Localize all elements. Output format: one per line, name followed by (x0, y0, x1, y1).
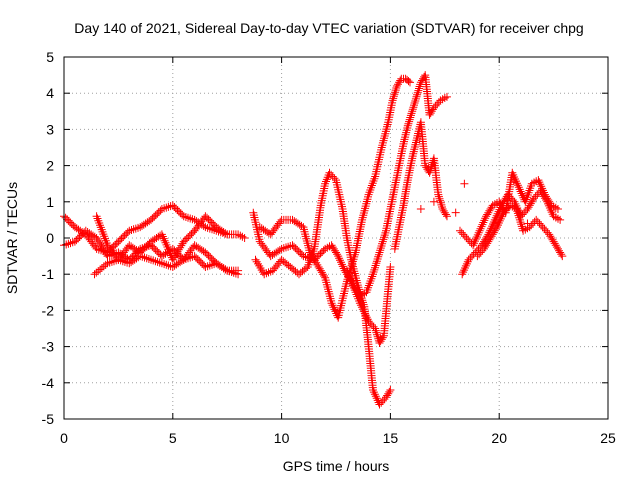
y-tick-label: 4 (46, 85, 54, 101)
data-markers (90, 252, 243, 279)
data-series-isolated-points (416, 179, 532, 228)
y-tick-label: 2 (46, 158, 54, 174)
data-series-track-F (251, 168, 395, 409)
data-markers (416, 179, 532, 228)
chart-title: Day 140 of 2021, Sidereal Day-to-day VTE… (74, 20, 583, 36)
data-series-track-L (473, 201, 567, 261)
data-series-track-H (342, 71, 451, 300)
x-tick-label: 10 (274, 430, 290, 446)
y-tick-label: -5 (42, 411, 55, 427)
x-tick-label: 20 (491, 430, 507, 446)
data-markers (255, 74, 414, 322)
data-series-track-D (90, 252, 243, 279)
data-markers (456, 168, 562, 250)
data-series-track-K (456, 168, 562, 250)
x-tick-label: 25 (600, 430, 616, 446)
x-tick-label: 0 (60, 430, 68, 446)
data-series-track-I (390, 118, 451, 253)
y-axis-label: SDTVAR / TECUs (4, 182, 20, 294)
data-markers (342, 71, 451, 300)
y-tick-label: 0 (46, 230, 54, 246)
data-markers (251, 168, 395, 409)
y-tick-label: -3 (42, 339, 55, 355)
axis-ticks: 0 5 10 15 20 25 -5 -4 -3 -2 -1 0 1 2 3 4 5 (42, 49, 616, 446)
data-markers (390, 118, 451, 253)
y-tick-label: -4 (42, 375, 55, 391)
x-tick-label: 15 (383, 430, 399, 446)
plot-area (60, 71, 567, 409)
data-markers (473, 201, 567, 261)
y-tick-label: -1 (42, 266, 55, 282)
data-series-track-G (255, 74, 414, 322)
x-axis-label: GPS time / hours (283, 458, 390, 474)
x-tick-label: 5 (169, 430, 177, 446)
y-tick-label: 3 (46, 121, 54, 137)
y-tick-label: -2 (42, 302, 55, 318)
y-tick-label: 1 (46, 194, 54, 210)
y-tick-label: 5 (46, 49, 54, 65)
